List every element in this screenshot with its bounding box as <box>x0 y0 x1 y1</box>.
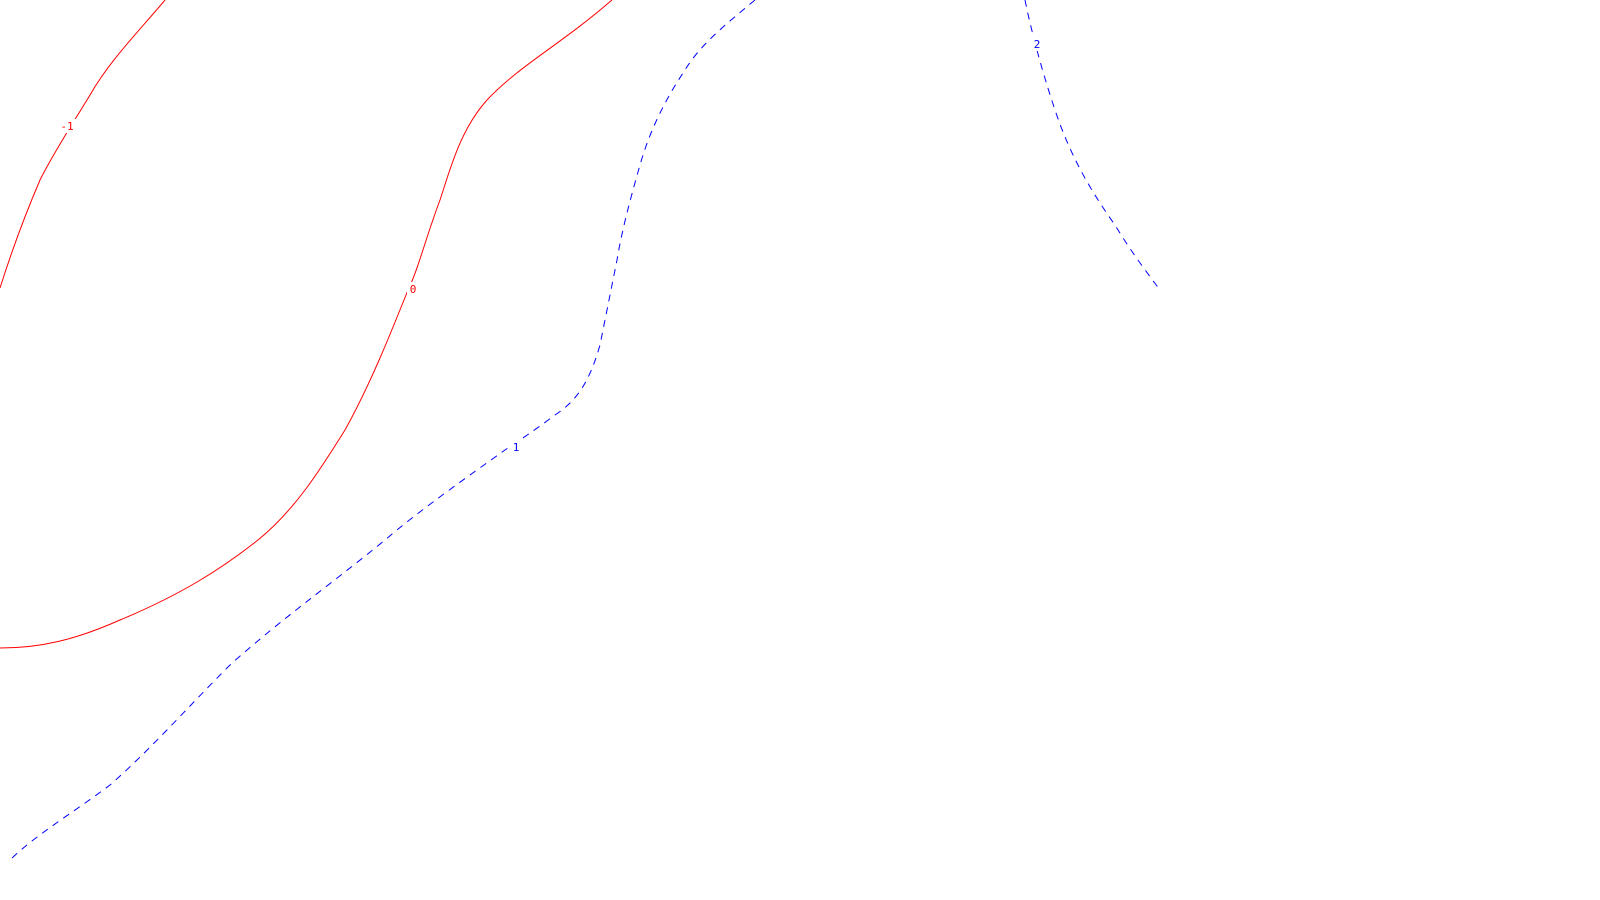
label-bg-1 <box>510 440 522 454</box>
label-bg-minus-1 <box>58 119 76 133</box>
contour-label-2: 2 <box>1034 38 1041 51</box>
contour-label-1: 1 <box>513 441 520 454</box>
contour-line-1 <box>7 0 756 863</box>
contour-line-2 <box>1024 0 1161 291</box>
contour-label-minus-1: -1 <box>60 120 73 133</box>
contour-label-0: 0 <box>410 283 417 296</box>
label-bg-0 <box>407 282 419 296</box>
label-bg-2 <box>1031 37 1043 51</box>
contour-line-0 <box>0 0 613 649</box>
